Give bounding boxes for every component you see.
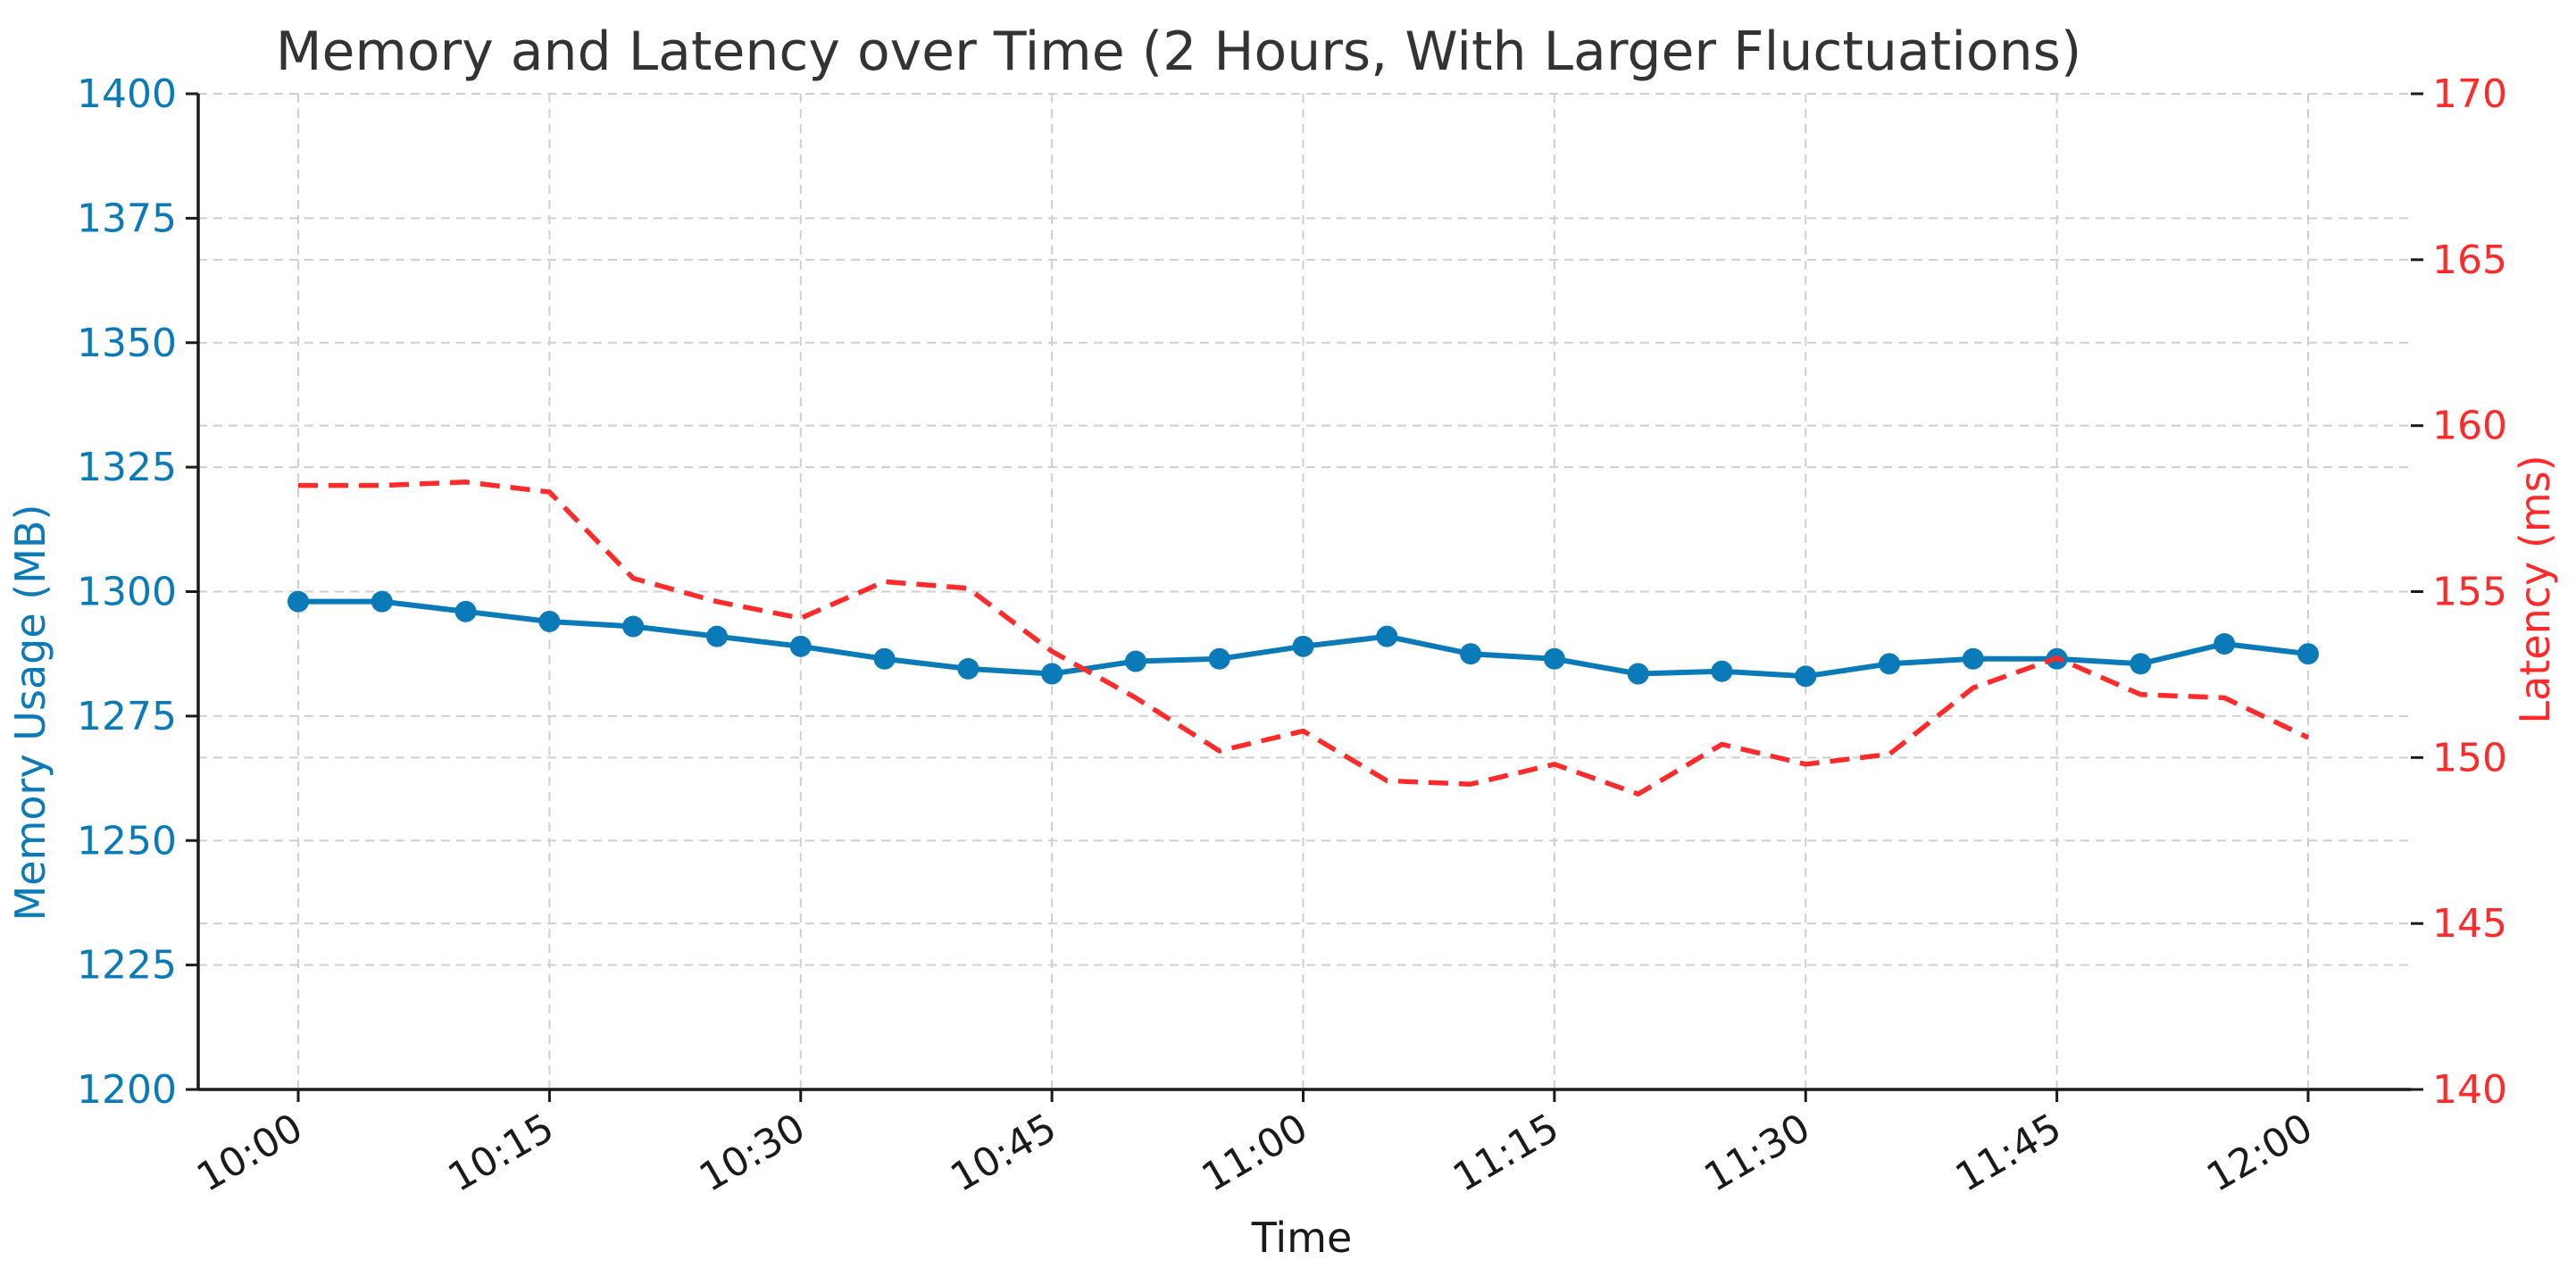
memory-data-point — [873, 647, 896, 670]
x-axis-label: Time — [1251, 1214, 1353, 1262]
memory-data-point — [1962, 647, 1984, 670]
left-tick-label: 1250 — [77, 818, 177, 864]
memory-data-point — [789, 635, 812, 657]
gridlines — [198, 93, 2411, 1090]
memory-data-point — [288, 590, 309, 613]
memory-data-point — [538, 610, 561, 632]
right-y-axis-label: Latency (ms) — [2511, 455, 2559, 723]
series — [288, 480, 2319, 797]
x-tick-label: 11:00 — [1195, 1105, 1315, 1201]
memory-data-point — [1460, 643, 1482, 665]
x-tick-label: 10:15 — [441, 1105, 562, 1201]
x-tick-label: 10:45 — [943, 1105, 1063, 1201]
right-tick-label: 160 — [2432, 404, 2507, 449]
memory-data-point — [1711, 660, 1733, 682]
memory-data-point — [622, 615, 645, 638]
chart-title: Memory and Latency over Time (2 Hours, W… — [276, 21, 2082, 83]
left-y-axis-ticks: 1200 1225 1250 1275 1300 1325 1350 1375 1400 — [77, 71, 198, 1113]
left-tick-label: 1325 — [77, 445, 177, 490]
memory-data-point — [1627, 663, 1649, 685]
memory-data-point — [705, 625, 728, 647]
left-tick-label: 1375 — [77, 196, 177, 241]
memory-data-point — [1879, 653, 1901, 675]
memory-data-point — [371, 590, 393, 613]
left-tick-label: 1275 — [77, 694, 177, 739]
memory-data-point — [1041, 663, 1063, 685]
right-tick-label: 140 — [2432, 1067, 2507, 1113]
x-tick-label: 11:15 — [1446, 1105, 1566, 1201]
left-tick-label: 1400 — [77, 71, 177, 117]
memory-data-point — [454, 600, 477, 622]
left-tick-label: 1225 — [77, 943, 177, 989]
memory-data-point — [1292, 635, 1314, 657]
memory-data-point — [1124, 650, 1146, 672]
x-tick-label: 10:30 — [692, 1105, 813, 1201]
x-tick-label: 10:00 — [189, 1105, 310, 1201]
left-tick-label: 1300 — [77, 570, 177, 615]
right-tick-label: 145 — [2432, 901, 2507, 947]
x-tick-label: 11:30 — [1696, 1105, 1817, 1201]
memory-data-point — [1795, 665, 1817, 688]
x-tick-label: 12:00 — [2199, 1105, 2320, 1201]
memory-data-point — [1208, 647, 1230, 670]
right-tick-label: 150 — [2432, 735, 2507, 780]
x-axis-ticks: 10:00 10:15 10:30 10:45 11:00 11:15 11:30 11:45… — [189, 1089, 2321, 1201]
memory-data-point — [1543, 647, 1565, 670]
memory-data-point — [957, 657, 980, 680]
x-tick-label: 11:45 — [1948, 1105, 2069, 1201]
latency-series-line — [298, 480, 2310, 797]
axes — [196, 94, 2411, 1091]
memory-data-point — [2130, 653, 2152, 675]
memory-data-point — [1376, 625, 1398, 647]
right-tick-label: 165 — [2432, 238, 2507, 283]
right-tick-label: 170 — [2432, 71, 2507, 117]
left-tick-label: 1200 — [77, 1067, 177, 1113]
right-y-axis-ticks: 140 145 150 155 160 165 170 — [2411, 71, 2507, 1113]
left-tick-label: 1350 — [77, 321, 177, 366]
right-tick-label: 155 — [2432, 570, 2507, 615]
memory-data-point — [2297, 643, 2319, 665]
memory-data-point — [2213, 633, 2236, 655]
left-y-axis-label: Memory Usage (MB) — [6, 505, 54, 922]
